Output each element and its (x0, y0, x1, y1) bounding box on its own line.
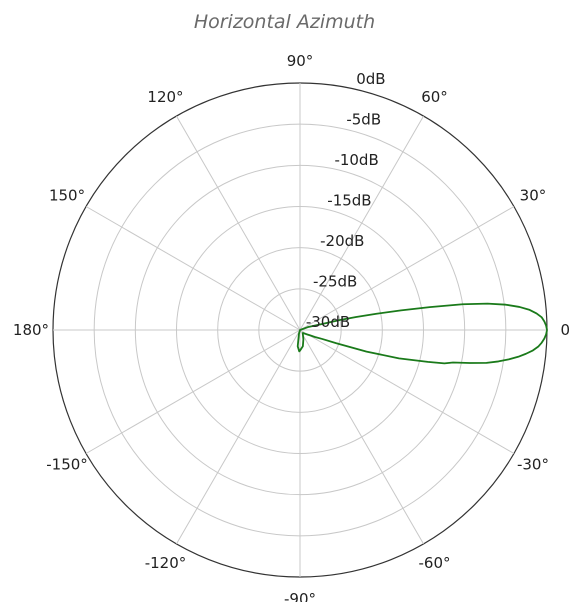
radial-tick-label: -20dB (320, 232, 364, 250)
angle-tick-label: -90° (284, 590, 316, 602)
angle-tick-label: 60° (421, 88, 448, 106)
grid-spoke (299, 206, 515, 331)
label-layer: 0° 30° 60° 90° 120° 150° 180° -150° -120° -90° -60… (13, 52, 569, 602)
grid-spoke (176, 329, 301, 545)
angle-tick-label: 0° (560, 321, 569, 339)
angle-tick-label: 120° (147, 88, 183, 106)
angle-tick-label: 150° (49, 187, 85, 205)
radial-tick-label: 0dB (356, 70, 385, 88)
angle-tick-label: 180° (13, 321, 49, 339)
angle-tick-label: -120° (145, 554, 187, 572)
radial-tick-label: -30dB (306, 313, 350, 331)
data-layer (296, 302, 548, 365)
radial-tick-label: -5dB (346, 110, 381, 128)
grid-spoke (85, 329, 301, 454)
grid-spoke (85, 206, 301, 331)
angle-tick-label: -150° (46, 456, 88, 474)
grid-spoke (299, 115, 424, 331)
radial-tick-label: -10dB (334, 151, 378, 169)
angle-tick-label: -60° (419, 554, 451, 572)
angle-tick-label: 30° (520, 187, 547, 205)
radial-tick-label: -15dB (327, 191, 371, 209)
grid-spoke (299, 329, 515, 454)
radial-tick-label: -25dB (313, 272, 357, 290)
angle-tick-label: -30° (517, 456, 549, 474)
series-line (296, 302, 548, 365)
grid-spoke (299, 329, 424, 545)
chart-title: Horizontal Azimuth (193, 11, 376, 33)
angle-tick-label: 90° (287, 52, 314, 70)
grid-spoke (176, 115, 301, 331)
